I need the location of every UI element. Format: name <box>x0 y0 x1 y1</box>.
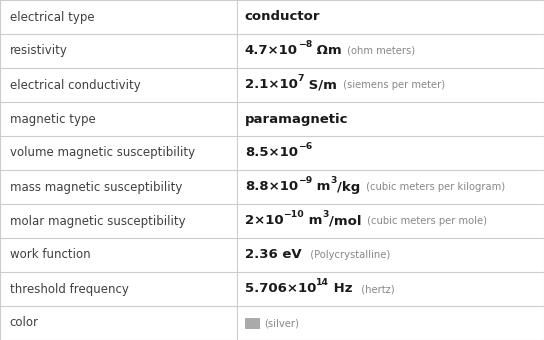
Text: 7: 7 <box>298 74 304 83</box>
Text: conductor: conductor <box>245 11 320 23</box>
Text: −9: −9 <box>298 176 312 185</box>
Text: work function: work function <box>10 249 90 261</box>
Text: Hz: Hz <box>329 283 353 295</box>
Text: 3: 3 <box>331 176 337 185</box>
Text: −8: −8 <box>298 40 312 49</box>
Text: (cubic meters per mole): (cubic meters per mole) <box>364 216 487 226</box>
Text: 2×10: 2×10 <box>245 215 283 227</box>
Text: /mol: /mol <box>329 215 361 227</box>
Text: /kg: /kg <box>337 181 360 193</box>
Text: S/m: S/m <box>304 79 337 91</box>
Text: (Polycrystalline): (Polycrystalline) <box>304 250 391 260</box>
Text: 8.5×10: 8.5×10 <box>245 147 298 159</box>
Text: −6: −6 <box>298 142 312 151</box>
Text: m: m <box>304 215 323 227</box>
Text: resistivity: resistivity <box>10 45 67 57</box>
Text: mass magnetic susceptibility: mass magnetic susceptibility <box>10 181 182 193</box>
Text: (hertz): (hertz) <box>355 284 395 294</box>
Text: electrical conductivity: electrical conductivity <box>10 79 140 91</box>
Text: color: color <box>10 317 39 329</box>
Text: 3: 3 <box>323 210 329 219</box>
Text: Ωm: Ωm <box>312 45 342 57</box>
Text: (cubic meters per kilogram): (cubic meters per kilogram) <box>363 182 505 192</box>
Text: (ohm meters): (ohm meters) <box>344 46 416 56</box>
Text: (silver): (silver) <box>264 318 299 328</box>
Text: 5.706×10: 5.706×10 <box>245 283 316 295</box>
Text: 8.8×10: 8.8×10 <box>245 181 298 193</box>
Bar <box>245 318 259 328</box>
Text: (siemens per meter): (siemens per meter) <box>340 80 445 90</box>
Text: 4.7×10: 4.7×10 <box>245 45 298 57</box>
Text: −10: −10 <box>283 210 304 219</box>
Text: m: m <box>312 181 331 193</box>
Text: 14: 14 <box>316 278 329 287</box>
Text: magnetic type: magnetic type <box>10 113 96 125</box>
Text: volume magnetic susceptibility: volume magnetic susceptibility <box>10 147 195 159</box>
Text: paramagnetic: paramagnetic <box>245 113 348 125</box>
Text: threshold frequency: threshold frequency <box>10 283 129 295</box>
Text: electrical type: electrical type <box>10 11 95 23</box>
Text: 2.36 eV: 2.36 eV <box>245 249 301 261</box>
Text: 2.1×10: 2.1×10 <box>245 79 298 91</box>
Text: molar magnetic susceptibility: molar magnetic susceptibility <box>10 215 186 227</box>
